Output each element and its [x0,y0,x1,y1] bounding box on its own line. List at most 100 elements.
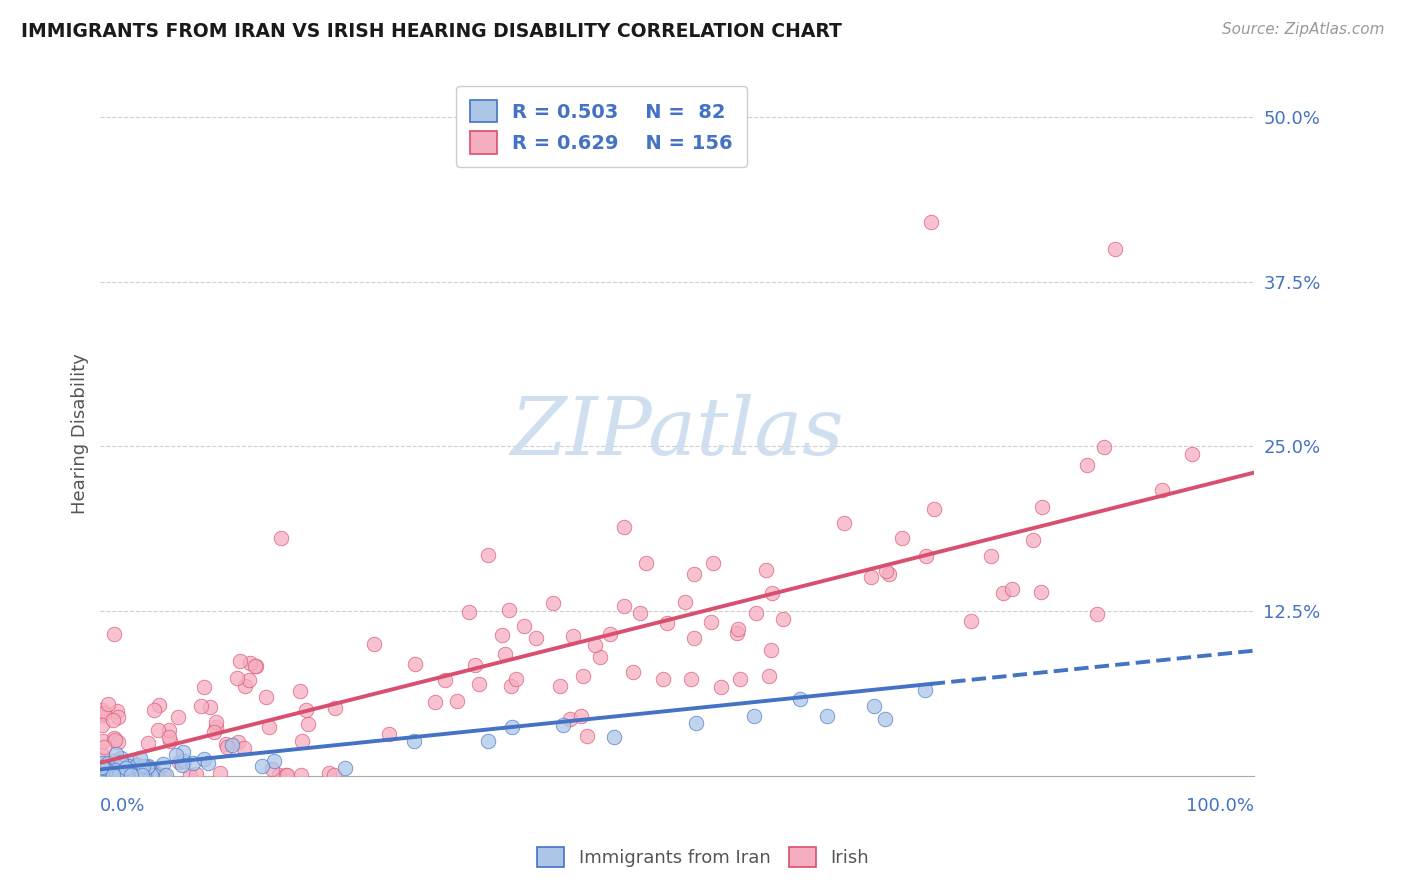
Point [233,740,256,755]
Legend: Immigrants from Iran, Irish: Immigrants from Iran, Irish [530,839,876,874]
Point [166,710,188,724]
Point [915,549,938,563]
Point [742,708,765,723]
Point [922,501,945,516]
Point [115,767,138,781]
Point [404,657,426,672]
Point [90,708,112,723]
Point [238,673,260,687]
Point [877,566,900,581]
Point [100,767,122,781]
Point [148,698,170,712]
Point [295,703,318,717]
Point [245,658,267,673]
Text: 100.0%: 100.0% [1185,797,1254,814]
Point [291,734,314,748]
Point [97,697,120,711]
Point [276,767,298,781]
Point [108,767,131,781]
Point [103,767,125,781]
Point [270,531,292,545]
Point [132,767,155,781]
Point [569,709,592,723]
Point [91,759,114,773]
Point [120,767,142,781]
Point [215,737,238,751]
Point [772,612,794,626]
Point [143,765,166,780]
Point [1000,582,1022,597]
Point [112,767,135,781]
Point [115,767,138,781]
Point [105,759,128,773]
Point [209,765,232,780]
Point [1031,500,1053,515]
Point [498,603,520,617]
Point [129,750,152,764]
Point [468,677,491,691]
Point [179,767,201,781]
Point [1181,447,1204,461]
Point [115,767,138,781]
Point [920,215,942,229]
Point [250,759,273,773]
Point [875,564,897,578]
Point [202,725,225,739]
Point [165,748,187,763]
Point [193,752,215,766]
Point [105,747,128,761]
Point [446,694,468,708]
Point [169,755,191,769]
Point [111,767,134,781]
Point [101,761,124,775]
Point [152,767,174,781]
Point [501,720,523,734]
Point [142,702,165,716]
Point [100,767,122,781]
Point [914,682,936,697]
Point [233,679,256,693]
Point [121,755,143,769]
Point [863,698,886,713]
Point [138,759,160,773]
Point [118,765,141,780]
Point [491,628,513,642]
Point [860,570,883,584]
Point [97,756,120,771]
Point [96,767,118,781]
Point [613,519,636,533]
Text: Source: ZipAtlas.com: Source: ZipAtlas.com [1222,22,1385,37]
Point [105,704,128,718]
Point [152,756,174,771]
Point [683,631,706,645]
Point [98,767,121,781]
Point [97,767,120,781]
Point [226,735,249,749]
Point [628,607,651,621]
Point [157,731,180,745]
Point [90,767,112,781]
Point [464,657,486,672]
Point [728,672,751,686]
Point [891,531,914,545]
Point [132,759,155,773]
Point [254,690,277,705]
Point [110,755,132,769]
Point [761,586,783,600]
Point [142,767,165,781]
Point [263,754,285,768]
Point [105,767,128,781]
Point [1085,607,1108,621]
Point [103,767,125,781]
Point [205,714,228,729]
Point [589,650,612,665]
Point [494,648,516,662]
Point [1104,242,1126,256]
Point [172,757,194,772]
Point [434,673,457,687]
Point [91,767,114,781]
Point [101,767,124,781]
Point [323,767,346,781]
Point [91,747,114,762]
Point [548,679,571,693]
